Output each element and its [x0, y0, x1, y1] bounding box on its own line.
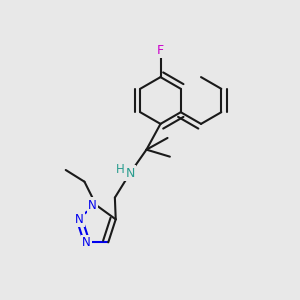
Text: H: H [116, 163, 125, 176]
Text: N: N [82, 236, 91, 249]
Text: N: N [125, 167, 135, 179]
Text: F: F [157, 44, 164, 57]
Text: N: N [75, 213, 83, 226]
Text: N: N [88, 199, 97, 212]
